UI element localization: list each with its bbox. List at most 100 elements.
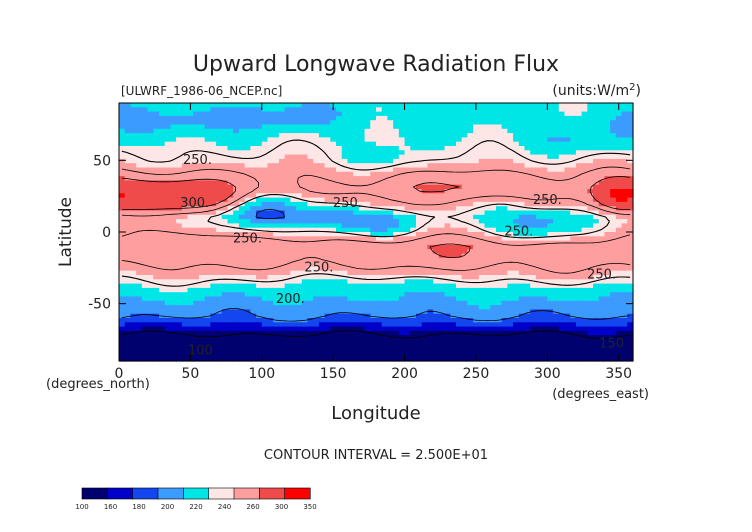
heatmap-cell [204, 249, 211, 255]
heatmap-cell [364, 279, 371, 285]
heatmap-cell [610, 262, 617, 267]
heatmap-cell [438, 115, 446, 121]
heatmap-cell [198, 146, 206, 151]
heatmap-cell [427, 236, 434, 242]
heatmap-cell [455, 296, 463, 302]
heatmap-cell [398, 244, 406, 250]
heatmap-cell [393, 189, 400, 194]
heatmap-cell [290, 227, 297, 233]
heatmap-cell [450, 167, 457, 173]
heatmap-cell [296, 305, 303, 310]
heatmap-cell [284, 180, 291, 186]
heatmap-cell [410, 244, 417, 250]
heatmap-cell [575, 330, 583, 336]
heatmap-cell [501, 326, 508, 332]
heatmap-cell [153, 249, 160, 255]
heatmap-cell [153, 201, 160, 207]
heatmap-cell [364, 111, 371, 117]
heatmap-cell [364, 296, 371, 302]
heatmap-cell [444, 279, 451, 285]
heatmap-cell [267, 150, 274, 156]
heatmap-cell [233, 214, 240, 220]
heatmap-cell [233, 283, 240, 289]
heatmap-cell [433, 193, 440, 199]
heatmap-cell [358, 163, 366, 169]
heatmap-cell [273, 227, 280, 233]
heatmap-cell [261, 137, 269, 143]
heatmap-cell [547, 141, 554, 147]
heatmap-cell [244, 313, 251, 319]
heatmap-cell [341, 128, 349, 134]
heatmap-cell [495, 322, 503, 328]
heatmap-cell [250, 133, 257, 138]
heatmap-cell [353, 262, 360, 267]
heatmap-cell [119, 120, 126, 126]
heatmap-cell [347, 120, 354, 126]
heatmap-cell [575, 287, 583, 293]
heatmap-cell [307, 270, 314, 276]
heatmap-cell [575, 275, 583, 280]
heatmap-cell [381, 275, 389, 280]
heatmap-cell [147, 275, 154, 280]
heatmap-cell [158, 275, 166, 280]
heatmap-cell [535, 158, 543, 164]
heatmap-cell [324, 141, 331, 147]
heatmap-cell [216, 257, 223, 263]
heatmap-cell [467, 115, 474, 121]
heatmap-cell [553, 111, 560, 117]
heatmap-cell [507, 240, 514, 246]
heatmap-cell [381, 318, 389, 323]
heatmap-cell [147, 309, 154, 315]
heatmap-cell [473, 270, 480, 276]
heatmap-cell [444, 305, 451, 310]
heatmap-cell [615, 189, 623, 194]
heatmap-cell [450, 107, 457, 113]
heatmap-cell [330, 244, 337, 250]
heatmap-cell [227, 287, 234, 293]
heatmap-cell [530, 167, 537, 173]
heatmap-cell [598, 163, 606, 169]
heatmap-cell [484, 150, 491, 156]
heatmap-cell [604, 171, 611, 177]
heatmap-cell [147, 111, 154, 117]
heatmap-cell [444, 249, 451, 255]
heatmap-cell [233, 176, 240, 181]
heatmap-cell [284, 240, 291, 246]
heatmap-cell [581, 201, 588, 207]
heatmap-cell [535, 137, 543, 143]
heatmap-cell [455, 236, 463, 242]
heatmap-cell [461, 257, 468, 263]
heatmap-cell [524, 266, 531, 272]
heatmap-cell [250, 111, 257, 117]
heatmap-cell [376, 214, 383, 220]
heatmap-cell [176, 275, 183, 280]
heatmap-cell [181, 257, 189, 263]
heatmap-cell [318, 103, 326, 108]
heatmap-cell [358, 103, 366, 108]
heatmap-cell [181, 292, 189, 298]
heatmap-cell [593, 318, 600, 323]
heatmap-cell [615, 326, 623, 332]
heatmap-cell [530, 292, 537, 298]
heatmap-cell [393, 244, 400, 250]
heatmap-cell [290, 150, 297, 156]
heatmap-cell [358, 279, 366, 285]
heatmap-cell [198, 141, 206, 147]
heatmap-cell [313, 133, 320, 138]
heatmap-cell [347, 240, 354, 246]
heatmap-cell [507, 275, 514, 280]
heatmap-cell [570, 133, 577, 138]
heatmap-cell [187, 167, 194, 173]
heatmap-cell [273, 124, 280, 130]
heatmap-cell [564, 206, 571, 212]
heatmap-cell [593, 279, 600, 285]
heatmap-cell [570, 253, 577, 259]
heatmap-cell [256, 270, 263, 276]
heatmap-cell [130, 279, 137, 285]
heatmap-cell [415, 146, 423, 151]
heatmap-cell [507, 313, 514, 319]
heatmap-cell [450, 257, 457, 263]
heatmap-cell [198, 305, 206, 310]
heatmap-cell [216, 103, 223, 108]
heatmap-cell [610, 283, 617, 289]
